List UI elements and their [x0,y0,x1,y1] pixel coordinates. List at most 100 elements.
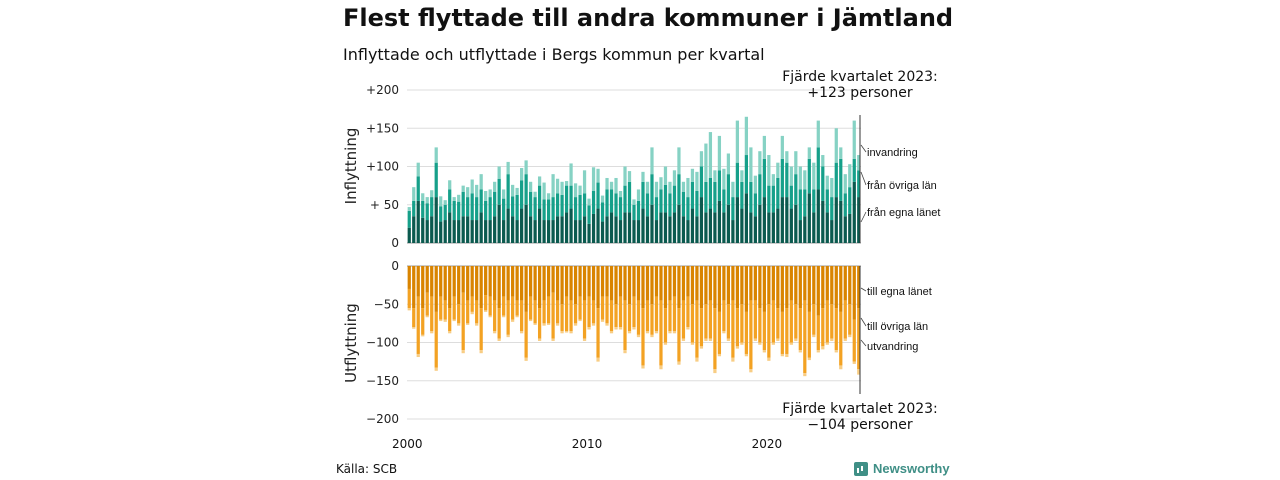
bar-segment [475,220,479,243]
bar-segment [632,204,636,221]
bar-segment [564,331,569,333]
bar-segment [421,334,425,337]
bar-segment [776,338,780,341]
bar-segment [717,311,722,354]
bar-segment [569,163,573,186]
bar-segment [479,189,483,213]
bar-segment [591,300,596,324]
bar-segment [600,195,605,203]
bar-segment [443,319,447,322]
bar-segment [614,304,618,328]
bar-segment [434,162,438,198]
bar-segment [591,213,596,243]
bar-segment [708,177,713,209]
bar-segment [479,350,483,354]
bar-segment [794,204,798,243]
bar-segment [722,331,726,334]
bar-segment [573,266,578,305]
bar-segment [443,204,447,221]
bar-segment [749,147,753,182]
bar-segment [614,216,618,243]
bar-segment [618,266,623,297]
bar-segment [645,331,650,334]
bar-segment [452,197,456,201]
bar-segment [704,304,708,339]
bar-segment [650,334,654,338]
bar-segment [785,162,789,198]
bar-segment [659,300,663,366]
y-tick-label: −200 [366,412,399,426]
bar-segment [627,181,632,213]
bar-segment [668,300,672,332]
bar-segment [623,212,627,243]
bar-segment [605,189,609,217]
bar-segment [452,319,456,322]
bar-segment [511,296,515,320]
bar-segment [812,334,816,338]
bar-segment [542,182,546,200]
x-tick-label: 2020 [752,437,783,451]
bar-segment [735,120,740,163]
bar-segment [425,292,429,316]
bar-segment [735,197,740,243]
bar-segment [758,204,762,243]
bar-segment [843,338,847,341]
y-axis-label: Utflyttning [342,303,360,383]
bar-segment [475,323,479,326]
bar-segment [497,338,501,341]
bar-segment [848,266,852,305]
bar-segment [520,331,524,334]
bar-segment [466,300,470,324]
bar-segment [839,365,843,370]
y-tick-label: −100 [366,336,399,350]
bar-segment [448,212,452,243]
bar-segment [497,308,501,339]
bar-segment [762,158,766,198]
bar-segment [776,308,780,339]
bar-segment [749,300,753,370]
y-axis-label: Inflyttning [342,128,360,205]
bar-segment [452,266,456,297]
bar-segment [762,266,766,312]
bar-segment [421,266,425,309]
bar-segment [812,162,816,190]
bar-segment [461,216,465,243]
bar-segment [560,181,564,195]
bar-segment [695,357,699,362]
bar-segment [614,327,618,330]
bar-segment [506,334,510,338]
bar-segment [551,266,555,293]
bar-segment [659,189,663,213]
bar-segment [785,353,789,358]
bar-segment [461,292,465,351]
bar-segment [812,304,816,335]
chart-title: Flest flyttade till andra kommuner i Jäm… [343,4,954,32]
bar-segment [627,171,632,182]
legend-leader [860,287,867,292]
bar-segment [762,311,766,351]
bar-segment [457,304,461,324]
bar-segment [497,266,501,309]
bar-segment [771,266,775,301]
bar-segment [605,296,609,324]
bar-segment [515,315,519,318]
bar-segment [848,304,852,335]
bar-segment [681,216,686,243]
bar-segment [704,212,708,243]
bar-segment [434,311,438,368]
bar-segment [699,308,704,347]
bar-segment [497,204,501,243]
bar-segment [686,177,690,198]
bar-segment [573,304,578,324]
bar-segment [609,181,614,190]
bar-segment [686,197,690,221]
bar-segment [439,196,443,207]
bar-segment [618,296,623,328]
bar-segment [690,304,695,343]
bar-segment [573,220,578,243]
bar-segment [722,189,726,213]
bar-segment [439,296,443,320]
bar-segment [600,296,605,320]
bar-segment [533,323,537,325]
bar-segment [488,266,492,297]
